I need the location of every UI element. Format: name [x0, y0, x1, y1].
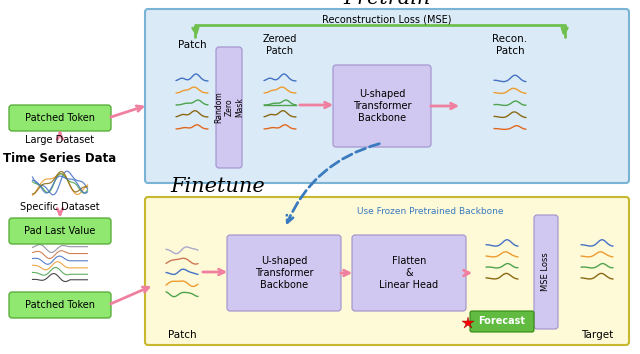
- Text: Reconstruction Loss (MSE): Reconstruction Loss (MSE): [323, 14, 452, 24]
- Text: Large Dataset: Large Dataset: [26, 135, 95, 145]
- Text: U-shaped
Transformer
Backbone: U-shaped Transformer Backbone: [353, 90, 412, 122]
- FancyBboxPatch shape: [145, 197, 629, 345]
- FancyBboxPatch shape: [9, 105, 111, 131]
- Text: Patch: Patch: [168, 330, 196, 340]
- FancyBboxPatch shape: [227, 235, 341, 311]
- Text: Pad Last Value: Pad Last Value: [24, 226, 96, 236]
- Text: Zeroed
Patch: Zeroed Patch: [263, 34, 297, 56]
- FancyBboxPatch shape: [216, 47, 242, 168]
- Text: Patched Token: Patched Token: [25, 300, 95, 310]
- Text: Forecast: Forecast: [479, 316, 525, 326]
- Text: Recon.
Patch: Recon. Patch: [492, 34, 527, 56]
- Text: Time Series Data: Time Series Data: [3, 152, 116, 165]
- Text: U-shaped
Transformer
Backbone: U-shaped Transformer Backbone: [255, 256, 313, 290]
- Text: Random
Zero
Mask: Random Zero Mask: [214, 92, 244, 124]
- FancyBboxPatch shape: [352, 235, 466, 311]
- Text: MSE Loss: MSE Loss: [541, 253, 550, 291]
- Text: Finetune: Finetune: [171, 177, 266, 196]
- FancyBboxPatch shape: [9, 292, 111, 318]
- Text: Use Frozen Pretrained Backbone: Use Frozen Pretrained Backbone: [356, 207, 503, 216]
- FancyBboxPatch shape: [145, 9, 629, 183]
- FancyBboxPatch shape: [534, 215, 558, 329]
- Text: Specific Dataset: Specific Dataset: [20, 202, 100, 212]
- FancyBboxPatch shape: [470, 311, 534, 332]
- Text: Patched Token: Patched Token: [25, 113, 95, 123]
- Text: Target: Target: [581, 330, 613, 340]
- Text: Pretrain: Pretrain: [343, 0, 431, 8]
- FancyBboxPatch shape: [333, 65, 431, 147]
- FancyBboxPatch shape: [9, 218, 111, 244]
- Text: Patch: Patch: [178, 40, 206, 50]
- Text: Flatten
&
Linear Head: Flatten & Linear Head: [380, 256, 438, 290]
